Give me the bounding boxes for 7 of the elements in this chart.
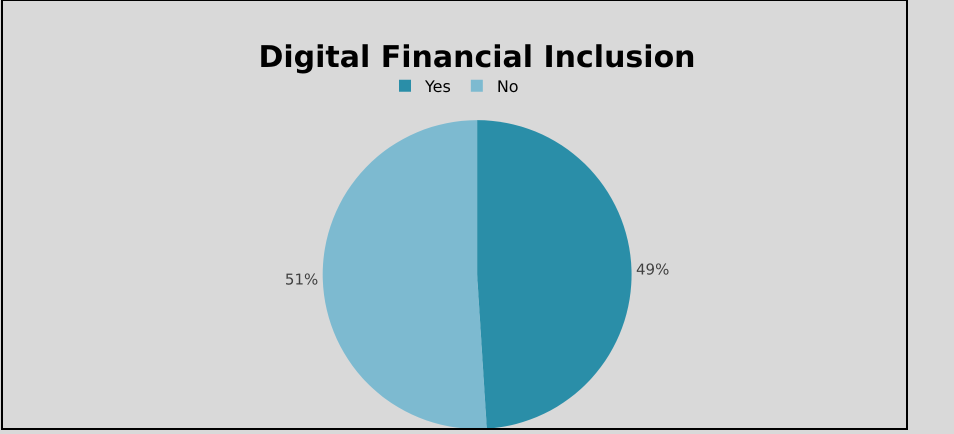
legend-label: No <box>496 76 519 96</box>
data-label: 49% <box>636 260 670 279</box>
pie-slice <box>322 120 487 429</box>
chart-title: Digital Financial Inclusion <box>258 40 696 75</box>
pie-slice <box>477 120 632 429</box>
data-label: 51% <box>284 270 318 288</box>
legend-label: Yes <box>424 76 451 96</box>
